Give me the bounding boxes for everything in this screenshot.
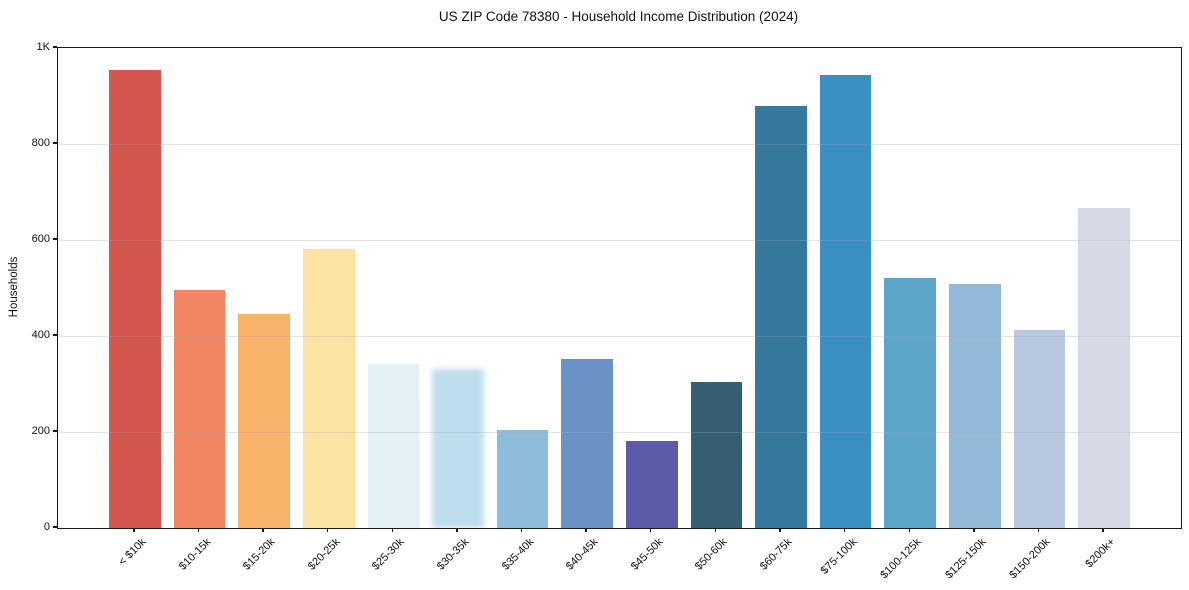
bar bbox=[755, 105, 807, 528]
x-tick-mark bbox=[650, 528, 652, 533]
bars-layer bbox=[58, 48, 1181, 528]
y-tick-label: 800 bbox=[31, 137, 50, 149]
x-tick-mark bbox=[843, 528, 846, 533]
x-tick-mark bbox=[714, 528, 717, 533]
bar bbox=[625, 440, 678, 528]
bar bbox=[109, 69, 161, 528]
bar bbox=[302, 248, 355, 528]
x-tick-mark bbox=[1102, 528, 1104, 533]
bar bbox=[367, 363, 420, 528]
bar bbox=[949, 284, 1001, 528]
y-tick-mark bbox=[53, 46, 57, 48]
x-tick-label: < $10k bbox=[116, 536, 149, 569]
bar bbox=[884, 278, 937, 528]
x-tick-mark bbox=[391, 528, 394, 533]
x-tick-mark bbox=[197, 528, 200, 533]
x-tick-mark bbox=[520, 528, 523, 533]
bar bbox=[1078, 208, 1130, 528]
y-tick-label: 0 bbox=[43, 521, 50, 533]
y-tick-label: 200 bbox=[31, 425, 50, 437]
x-tick-mark bbox=[1037, 528, 1040, 533]
y-tick-label: 600 bbox=[31, 233, 50, 245]
bar bbox=[238, 314, 290, 528]
y-tick-mark bbox=[53, 142, 57, 144]
x-tick-mark bbox=[908, 528, 910, 533]
y-tick-label: 400 bbox=[31, 329, 50, 341]
x-tick-mark bbox=[585, 528, 587, 533]
y-tick-mark bbox=[53, 526, 57, 528]
x-tick-mark bbox=[133, 528, 135, 533]
bar bbox=[819, 74, 872, 528]
plot-area bbox=[57, 47, 1182, 529]
y-tick-mark bbox=[53, 430, 57, 432]
bar bbox=[690, 382, 743, 528]
y-tick-mark bbox=[53, 334, 57, 336]
bar bbox=[173, 290, 226, 528]
chart-title: US ZIP Code 78380 - Household Income Dis… bbox=[438, 9, 799, 24]
x-tick-mark bbox=[973, 528, 975, 533]
y-tick-label: 1K bbox=[36, 41, 50, 53]
bar bbox=[432, 369, 484, 528]
y-axis-label: Households bbox=[8, 256, 20, 318]
bar bbox=[1013, 330, 1066, 528]
x-tick-mark bbox=[262, 528, 264, 533]
x-tick-mark bbox=[327, 528, 329, 533]
y-tick-mark bbox=[53, 238, 57, 240]
x-tick-mark bbox=[779, 528, 781, 533]
bar bbox=[496, 430, 549, 528]
x-tick-mark bbox=[456, 528, 458, 533]
bar bbox=[561, 359, 614, 528]
